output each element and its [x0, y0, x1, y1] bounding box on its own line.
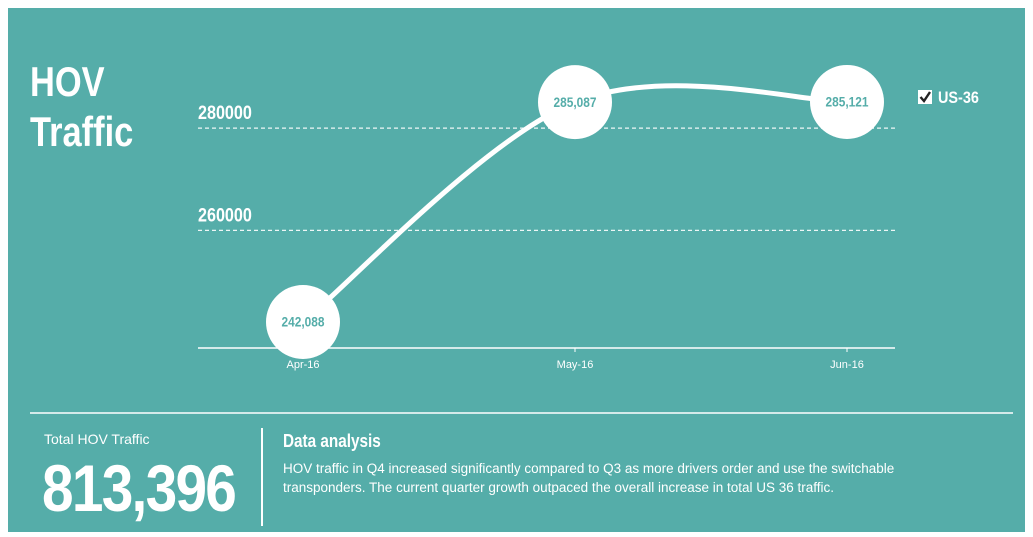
y-tick-label: 280000 — [198, 102, 252, 124]
analysis-title: Data analysis — [283, 431, 381, 451]
legend-check — [919, 91, 931, 103]
data-label: 242,088 — [282, 314, 325, 330]
x-tick-label: Apr-16 — [286, 359, 319, 371]
y-tick-group: 260000 — [198, 204, 252, 226]
data-point — [810, 64, 884, 139]
x-tick-label: May-16 — [557, 359, 594, 371]
data-label-group: 285,087 — [554, 94, 597, 110]
y-tick-group: 280000 — [198, 102, 252, 124]
data-label: 285,121 — [826, 94, 869, 110]
data-point — [538, 65, 612, 140]
title-group: HOV Traffic — [30, 59, 133, 156]
data-label: 285,087 — [554, 94, 597, 110]
data-point — [266, 284, 340, 359]
dashboard-panel: HOV Traffic 260000 280000 Apr-16 May-16 Jun-… — [8, 8, 1025, 532]
analysis-text: HOV traffic in Q4 increased significantl… — [283, 461, 895, 495]
chart-title: HOV — [30, 59, 105, 106]
legend-group: US-36 — [938, 89, 979, 107]
kpi-value: 813,396 — [42, 451, 237, 525]
x-tick-label: Jun-16 — [830, 359, 864, 371]
kpi-label: Total HOV Traffic — [44, 431, 150, 447]
data-label-group: 242,088 — [282, 314, 325, 330]
y-tick-label: 260000 — [198, 204, 252, 226]
divider — [261, 428, 263, 526]
chart: HOV Traffic 260000 280000 Apr-16 May-16 Jun-… — [30, 59, 1013, 414]
data-label-group: 285,121 — [826, 94, 869, 110]
chart-title: Traffic — [30, 109, 133, 156]
legend-label: US-36 — [938, 89, 979, 107]
